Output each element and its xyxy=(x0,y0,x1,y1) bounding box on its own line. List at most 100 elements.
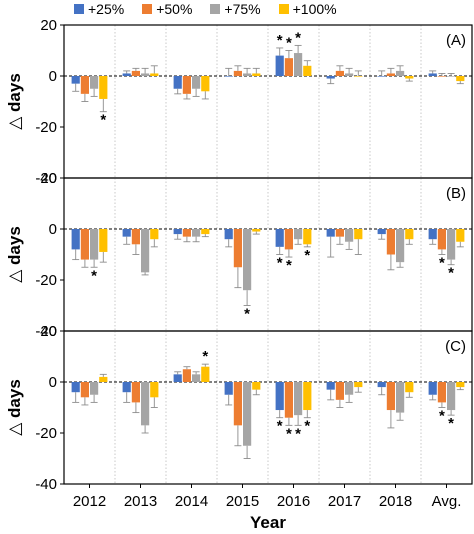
bar xyxy=(233,382,242,426)
bar xyxy=(224,382,233,395)
y-tick-label: -40 xyxy=(35,476,57,493)
bar xyxy=(71,229,80,250)
bar xyxy=(90,76,99,89)
significance-asterisk: * xyxy=(448,265,454,282)
bar xyxy=(99,76,108,99)
bar xyxy=(182,76,191,94)
bar xyxy=(386,382,395,411)
bar xyxy=(99,229,108,252)
bar xyxy=(456,76,465,82)
panel-label: (A) xyxy=(446,32,466,49)
y-tick-label: -20 xyxy=(35,272,57,289)
bar xyxy=(428,73,437,76)
bar xyxy=(345,382,354,395)
bar xyxy=(335,70,344,76)
legend-label-50: +50% xyxy=(156,1,193,17)
bar xyxy=(233,70,242,76)
x-tick-label: Avg. xyxy=(432,493,462,510)
significance-asterisk: * xyxy=(277,32,283,49)
y-tick-label: 20 xyxy=(40,323,57,340)
bar xyxy=(377,229,386,235)
bar xyxy=(275,382,284,411)
bar xyxy=(252,73,261,76)
bar xyxy=(182,369,191,382)
y-axis-label: △ days xyxy=(5,379,24,436)
significance-asterisk: * xyxy=(304,247,310,264)
y-tick-label: 0 xyxy=(49,374,57,391)
bar xyxy=(173,76,182,89)
y-tick-label: 0 xyxy=(49,68,57,85)
legend-swatch-100 xyxy=(278,4,289,14)
legend: +25% +50% +75% +100% xyxy=(74,0,337,18)
bar xyxy=(437,229,446,250)
bar xyxy=(284,229,293,250)
significance-asterisk: * xyxy=(202,348,208,365)
y-tick-label: 0 xyxy=(49,221,57,238)
significance-asterisk: * xyxy=(277,255,283,272)
bar xyxy=(284,58,293,76)
significance-asterisk: * xyxy=(286,257,292,274)
legend-item-50: +50% xyxy=(142,1,192,17)
x-tick-label: 2017 xyxy=(328,493,361,510)
significance-asterisk: * xyxy=(91,267,97,284)
bar xyxy=(99,376,108,382)
bar xyxy=(243,73,252,76)
y-tick-label: 20 xyxy=(40,170,57,187)
bar xyxy=(122,229,131,237)
x-tick-label: 2013 xyxy=(124,493,157,510)
legend-swatch-50 xyxy=(142,4,153,14)
bar xyxy=(447,76,456,77)
bar xyxy=(326,76,335,79)
significance-asterisk: * xyxy=(100,112,106,129)
bar xyxy=(150,73,159,76)
x-tick-label: 2015 xyxy=(226,493,259,510)
panel-label: (B) xyxy=(446,185,466,202)
bar xyxy=(303,65,312,76)
bar xyxy=(294,382,303,416)
bar xyxy=(345,229,354,242)
legend-label-100: +100% xyxy=(292,1,337,17)
bar xyxy=(456,229,465,242)
bar xyxy=(80,229,89,260)
legend-label-25: +25% xyxy=(88,1,125,17)
bar xyxy=(303,382,312,411)
bar xyxy=(252,382,261,390)
bar xyxy=(294,53,303,76)
x-tick-label: 2016 xyxy=(277,493,310,510)
bar xyxy=(377,382,386,388)
bar xyxy=(131,229,140,245)
bar xyxy=(405,229,414,240)
bar xyxy=(335,382,344,400)
legend-item-75: +75% xyxy=(210,1,261,17)
bar xyxy=(192,76,201,89)
bar xyxy=(275,229,284,247)
x-axis-label: Year xyxy=(250,513,286,532)
bar xyxy=(243,229,252,291)
bar xyxy=(396,70,405,76)
panel-label: (C) xyxy=(445,338,466,355)
bar xyxy=(335,229,344,237)
significance-asterisk: * xyxy=(277,418,283,435)
bar xyxy=(141,382,150,426)
bar xyxy=(131,382,140,403)
bar xyxy=(437,76,446,77)
bar xyxy=(377,76,386,77)
bar xyxy=(224,76,233,77)
bar xyxy=(141,229,150,273)
significance-asterisk: * xyxy=(244,306,250,323)
bar xyxy=(122,382,131,393)
y-axis-label: △ days xyxy=(5,226,24,283)
bar xyxy=(447,229,456,260)
bar xyxy=(428,382,437,395)
bar xyxy=(150,229,159,240)
significance-asterisk: * xyxy=(295,29,301,46)
bar xyxy=(233,229,242,268)
bar xyxy=(275,55,284,76)
bar xyxy=(141,73,150,76)
bar xyxy=(173,374,182,382)
y-tick-label: -20 xyxy=(35,119,57,136)
x-tick-label: 2018 xyxy=(379,493,412,510)
bar xyxy=(90,229,99,260)
